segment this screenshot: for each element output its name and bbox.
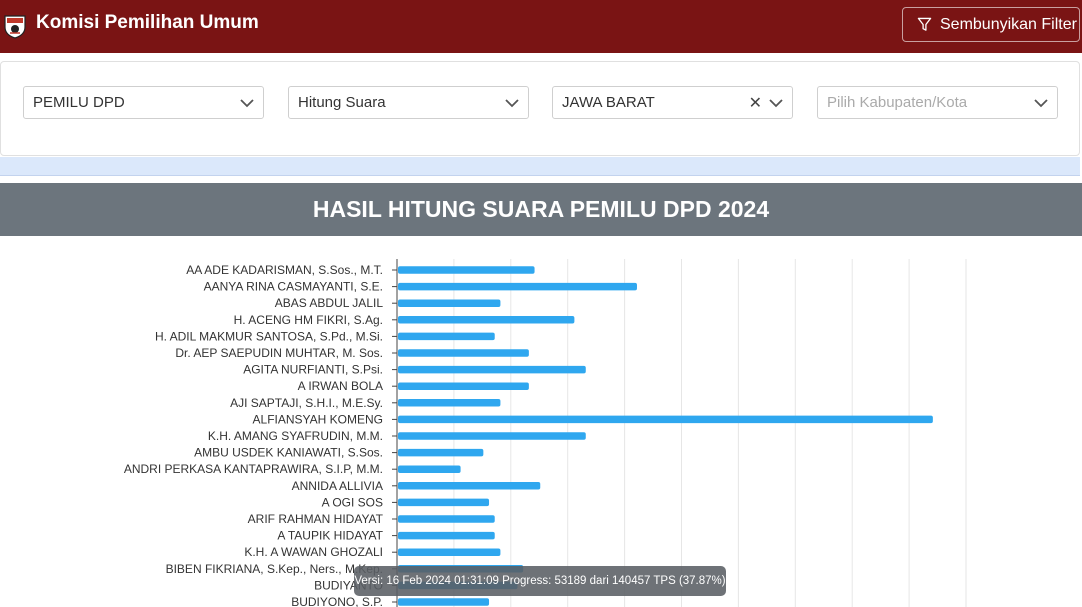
category-label: ARIF RAHMAN HIDAYAT <box>248 512 384 526</box>
bar[interactable] <box>398 365 586 374</box>
chevron-down-icon <box>1034 98 1048 107</box>
bar[interactable] <box>398 382 529 390</box>
kpu-logo-icon <box>4 15 26 39</box>
bar[interactable] <box>398 598 490 606</box>
hide-filter-button[interactable]: Sembunyikan Filter <box>902 7 1080 42</box>
regency-select-placeholder: Pilih Kabupaten/Kota <box>827 94 968 111</box>
regency-select[interactable]: Pilih Kabupaten/Kota <box>817 86 1058 119</box>
category-label: BIBEN FIKRIANA, S.Kep., Ners., M.Kep. <box>166 562 383 576</box>
category-label: AMBU USDEK KANIAWATI, S.Sos. <box>194 446 383 460</box>
category-label: A OGI SOS <box>322 495 383 509</box>
bar[interactable] <box>398 266 535 274</box>
filter-icon <box>917 17 932 31</box>
category-label: BUDIYONO, S.P. <box>291 595 383 607</box>
bar[interactable] <box>398 448 484 457</box>
chevron-down-icon <box>240 98 254 107</box>
bar-chart: AA ADE KADARISMAN, S.Sos., M.T. AANYA RIN… <box>124 259 967 607</box>
bar[interactable] <box>398 349 529 357</box>
bar[interactable] <box>398 482 541 490</box>
chart-title: HASIL HITUNG SUARA PEMILU DPD 2024 <box>0 183 1082 236</box>
category-label: A TAUPIK HIDAYAT <box>277 529 383 543</box>
province-select-value: JAWA BARAT <box>562 94 655 111</box>
bar[interactable] <box>398 465 461 473</box>
app-title: Komisi Pemilihan Umum <box>36 12 259 33</box>
bar[interactable] <box>398 531 495 540</box>
category-label: ANDRI PERKASA KANTAPRAWIRA, S.I.P, M.M. <box>124 462 383 476</box>
category-label: K.H. AMANG SYAFRUDIN, M.M. <box>208 429 383 443</box>
category-label: H. ACENG HM FIKRI, S.Ag. <box>234 313 383 327</box>
bar[interactable] <box>398 498 490 507</box>
chevron-down-icon <box>769 98 783 107</box>
info-strip <box>0 157 1080 176</box>
bar[interactable] <box>398 316 575 324</box>
chevron-down-icon <box>505 98 519 107</box>
category-label: AGITA NURFIANTI, S.Psi. <box>243 363 383 377</box>
category-label: ANNIDA ALLIVIA <box>292 479 383 493</box>
progress-tooltip: Versi: 16 Feb 2024 01:31:09 Progress: 53… <box>354 566 726 596</box>
bar[interactable] <box>398 415 933 424</box>
bar[interactable] <box>398 282 637 291</box>
hide-filter-label: Sembunyikan Filter <box>940 15 1077 33</box>
bar[interactable] <box>398 332 495 341</box>
count-type-select-value: Hitung Suara <box>298 94 386 111</box>
category-label: A IRWAN BOLA <box>298 379 383 393</box>
bar[interactable] <box>398 548 501 556</box>
election-select[interactable]: PEMILU DPD <box>23 86 264 119</box>
bar[interactable] <box>398 432 586 440</box>
app-header: Komisi Pemilihan Umum Sembunyikan Filter <box>0 0 1082 53</box>
category-label: AJI SAPTAJI, S.H.I., M.E.Sy. <box>230 396 383 410</box>
bar[interactable] <box>398 399 501 407</box>
count-type-select[interactable]: Hitung Suara <box>288 86 529 119</box>
category-label: H. ADIL MAKMUR SANTOSA, S.Pd., M.Si. <box>155 329 383 343</box>
category-label: ABAS ABDUL JALIL <box>275 296 384 310</box>
category-label: Dr. AEP SAEPUDIN MUHTAR, M. Sos. <box>175 346 383 360</box>
election-select-value: PEMILU DPD <box>33 94 125 111</box>
filter-panel: PEMILU DPD Hitung Suara JAWA BARAT ✕ Pil… <box>0 61 1080 156</box>
category-label: ALFIANSYAH KOMENG <box>253 412 383 426</box>
category-label: K.H. A WAWAN GHOZALI <box>244 545 383 559</box>
chart-area: AA ADE KADARISMAN, S.Sos., M.T. AANYA RIN… <box>0 237 1082 607</box>
bar[interactable] <box>398 515 495 523</box>
province-select[interactable]: JAWA BARAT ✕ <box>552 86 793 119</box>
category-label: AA ADE KADARISMAN, S.Sos., M.T. <box>186 263 383 277</box>
bar[interactable] <box>398 299 501 307</box>
category-label: AANYA RINA CASMAYANTI, S.E. <box>204 280 383 294</box>
clear-icon[interactable]: ✕ <box>748 94 762 112</box>
